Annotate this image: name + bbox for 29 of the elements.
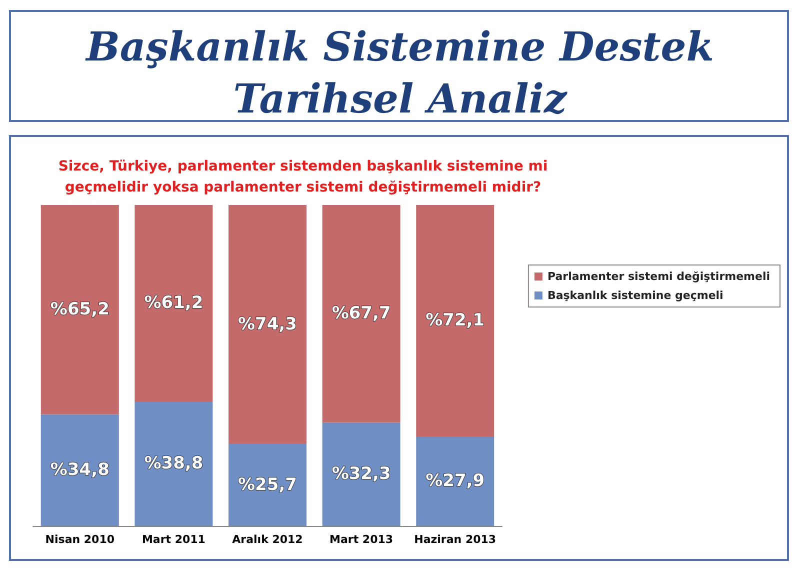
- data-label: %67,7: [332, 304, 391, 324]
- data-label: %65,2: [50, 300, 110, 320]
- x-tick-label: Haziran 2013: [414, 533, 496, 546]
- data-label: %32,3: [332, 464, 391, 484]
- bar: [416, 205, 494, 436]
- data-label: %25,7: [238, 474, 297, 495]
- x-tick-label: Nisan 2010: [45, 533, 115, 546]
- legend-label: Parlamenter sistemi değiştirmemeli: [547, 270, 770, 283]
- chart-title: Başkanlık Sistemine Destek Tarihsel Analiz: [85, 24, 714, 122]
- data-label: %74,3: [238, 314, 297, 334]
- bar: [416, 436, 494, 526]
- bar: [228, 444, 306, 526]
- data-label: %38,8: [144, 454, 204, 474]
- bar: [228, 205, 306, 444]
- data-label: %27,9: [426, 471, 485, 492]
- data-label: %61,2: [144, 293, 204, 314]
- data-label: %34,8: [50, 460, 110, 480]
- x-tick-label: Mart 2011: [142, 533, 206, 546]
- legend-label: Başkanlık sistemine geçmeli: [547, 289, 724, 302]
- bar: [134, 401, 213, 526]
- data-label: %72,1: [426, 310, 485, 331]
- bar: [322, 422, 400, 526]
- bar: [40, 414, 119, 526]
- bar: [134, 205, 213, 402]
- chart-subtitle: Sizce, Türkiye, parlamenter sistemden başkanlık sistemine mi geçmelidir yoksa parlamenter sistemi değiştirmemeli midir?: [58, 158, 548, 196]
- x-tick-label: Aralık 2012: [232, 533, 303, 546]
- x-tick-label: Mart 2013: [330, 533, 394, 546]
- bar: [40, 205, 119, 414]
- bar: [322, 205, 400, 422]
